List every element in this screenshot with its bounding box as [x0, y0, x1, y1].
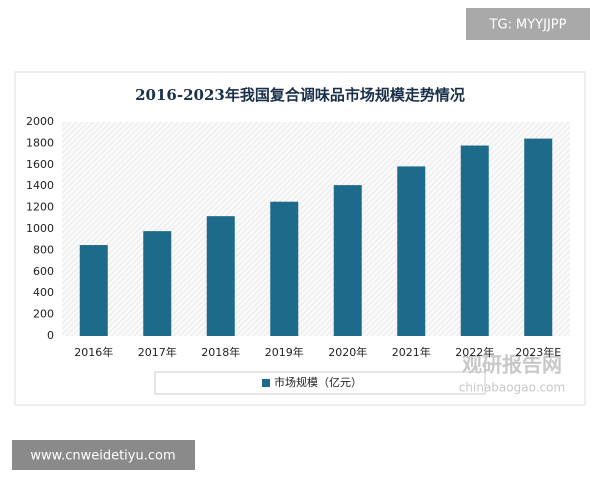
bar [460, 145, 489, 336]
y-tick-label: 1200 [26, 201, 54, 214]
x-tick-label: 2016年 [74, 345, 113, 359]
y-tick-label: 200 [33, 308, 54, 321]
x-tick-label: 2018年 [201, 345, 240, 359]
y-tick-label: 800 [33, 243, 54, 256]
watermark-box [12, 440, 195, 470]
watermark: TG: MYYJJPP [489, 18, 567, 33]
x-tick-label: 2019年 [265, 345, 304, 359]
bar [397, 166, 426, 336]
legend-label: 市场规模（亿元） [274, 375, 362, 389]
watermark-box [466, 8, 590, 40]
logo-name: 观研报告网 [462, 353, 562, 377]
bar [79, 245, 108, 336]
bar [143, 231, 172, 336]
x-tick-label: 2021年 [392, 345, 431, 359]
y-tick-label: 600 [33, 265, 54, 278]
plot-area [62, 122, 570, 336]
y-tick-label: 2000 [26, 115, 54, 128]
chart-title: 2016-2023年我国复合调味品市场规模走势情况 [135, 86, 465, 104]
x-tick-label: 2023年E [515, 345, 561, 359]
y-tick-label: 1400 [26, 179, 54, 192]
bar [333, 185, 362, 336]
y-tick-label: 1000 [26, 222, 54, 235]
logo-url: chinabaogao.com [459, 381, 565, 395]
x-tick-label: 2022年 [455, 345, 494, 359]
x-tick-label: 2020年 [328, 345, 367, 359]
bar [206, 216, 235, 336]
y-tick-label: 1600 [26, 158, 54, 171]
x-tick-label: 2017年 [138, 345, 177, 359]
y-tick-label: 1800 [26, 136, 54, 149]
legend-box [154, 371, 486, 395]
y-tick-label: 0 [47, 329, 54, 342]
bar [270, 201, 299, 336]
y-tick-label: 400 [33, 286, 54, 299]
watermark: www.cnweidetiyu.com [30, 449, 175, 464]
bar [524, 138, 553, 336]
legend-swatch [262, 379, 270, 387]
